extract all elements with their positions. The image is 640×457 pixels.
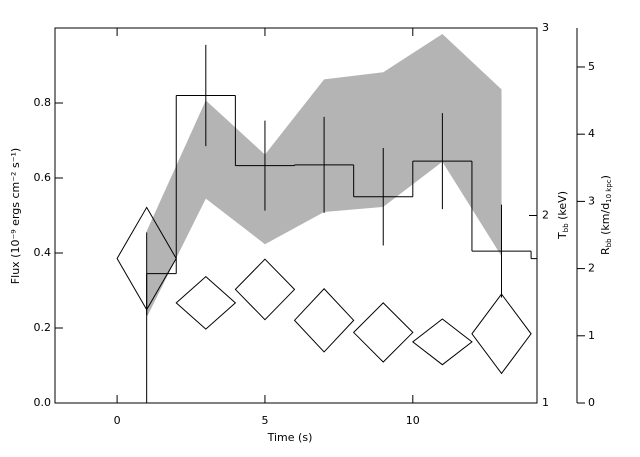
y-tick-label: 0.0 [34, 396, 52, 409]
y2-tick-label: 1 [542, 396, 549, 409]
radius-diamond [234, 258, 296, 321]
y-tick-label: 0.4 [34, 246, 52, 259]
y2-label-unit: (keV) [556, 191, 569, 223]
y3-tick-label: 4 [588, 127, 595, 140]
y3-tick-label: 0 [588, 396, 595, 409]
plot-area [116, 34, 537, 403]
y-tick-label: 0.2 [34, 321, 52, 334]
y3-label-close: ) [599, 175, 612, 179]
x-tick-label: 5 [261, 414, 268, 427]
y3-label-unit: (km/d [599, 203, 612, 239]
y3-tick-label: 2 [588, 262, 595, 275]
y-tick-label: 0.8 [34, 96, 52, 109]
y-tick-label: 0.6 [34, 171, 52, 184]
radius-diamond [471, 293, 532, 375]
radius-diamond [411, 318, 473, 366]
y3-axis-label: Rbb (km/d10 kpc) [599, 175, 613, 255]
y3-tick-label: 3 [588, 194, 595, 207]
radius-diamond [352, 302, 414, 363]
x-axis-label: Time (s) [267, 431, 313, 444]
x-tick-label: 0 [114, 414, 121, 427]
y3-label-sub: bb [605, 238, 613, 247]
y3-tick-label: 1 [588, 329, 595, 342]
y3-label-unit-sub: 10 kpc [605, 179, 613, 203]
radius-diamond [293, 288, 355, 353]
radius-diamond [175, 275, 237, 330]
y3-tick-label: 5 [588, 60, 595, 73]
radius-diamond [116, 206, 177, 311]
y2-label-main: T [556, 232, 569, 240]
y-axis-label: Flux (10⁻⁹ ergs cm⁻² s⁻¹) [9, 148, 22, 284]
x-tick-label: 10 [406, 414, 420, 427]
y3-label-main: R [599, 247, 612, 255]
y2-axis-label: Tbb (keV) [556, 191, 570, 240]
y2-tick-label: 3 [542, 21, 549, 34]
y2-label-sub: bb [562, 223, 570, 232]
y2-tick-label: 2 [542, 209, 549, 222]
